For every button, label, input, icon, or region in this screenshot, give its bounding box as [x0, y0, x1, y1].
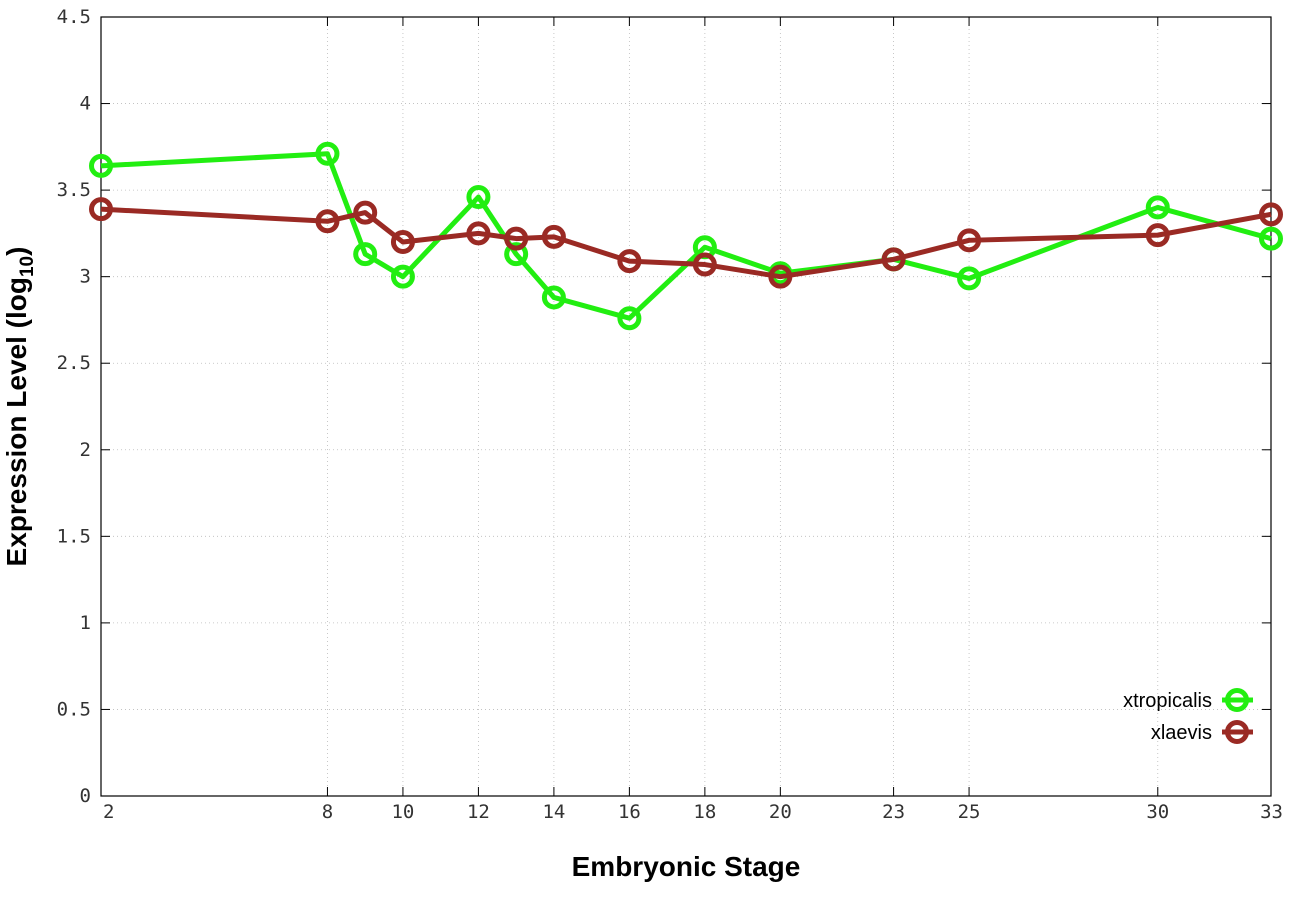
y-axis-title-main: Expression Level (log — [1, 277, 32, 566]
x-tick-label: 2 — [103, 801, 114, 823]
data-point — [1259, 202, 1283, 227]
data-point — [466, 221, 491, 246]
y-tick-label: 3.5 — [57, 179, 91, 201]
data-point — [541, 285, 566, 310]
data-point — [466, 185, 491, 210]
axis-ticks — [100, 16, 1272, 797]
x-tick-label: 14 — [542, 801, 565, 823]
y-axis-title-subscript: 10 — [17, 256, 38, 277]
data-point — [768, 264, 793, 289]
y-tick-label: 0.5 — [57, 698, 91, 720]
grid-lines — [101, 17, 1271, 796]
y-tick-label: 2 — [80, 439, 91, 461]
x-tick-label: 33 — [1260, 801, 1283, 823]
plot-frame — [100, 16, 1272, 797]
data-point — [957, 228, 982, 253]
legend: xtropicalis xlaevis — [1123, 688, 1253, 744]
series-group — [89, 141, 1283, 331]
data-point — [957, 266, 982, 291]
series-xlaevis — [89, 197, 1283, 289]
data-point — [617, 306, 642, 331]
y-tick-label: 0 — [80, 785, 91, 807]
data-point — [881, 247, 906, 272]
data-point — [315, 141, 340, 166]
x-tick-label: 8 — [322, 801, 333, 823]
legend-label: xtropicalis — [1123, 690, 1212, 712]
x-axis-title: Embryonic Stage — [572, 851, 801, 882]
y-tick-label: 4.5 — [57, 6, 91, 28]
y-tick-labels: 0 0.5 1 1.5 2 2.5 3 3.5 4 4.5 — [57, 6, 91, 807]
data-point — [1145, 195, 1170, 220]
y-tick-label: 1 — [80, 612, 91, 634]
x-tick-label: 18 — [693, 801, 716, 823]
x-tick-labels: 2 8 10 12 14 16 18 20 23 25 30 33 — [103, 801, 1283, 823]
data-point — [504, 226, 529, 251]
x-tick-label: 25 — [958, 801, 981, 823]
y-tick-label: 4 — [80, 93, 91, 115]
data-point — [1145, 223, 1170, 248]
data-point — [390, 230, 415, 255]
y-axis-title-close: ) — [1, 247, 32, 256]
data-point — [89, 153, 113, 178]
data-point — [1259, 226, 1283, 251]
data-point — [541, 224, 566, 249]
legend-item-xlaevis: xlaevis — [1151, 720, 1253, 744]
y-tick-label: 3 — [80, 266, 91, 288]
legend-item-xtropicalis: xtropicalis — [1123, 688, 1253, 712]
data-point — [504, 242, 529, 267]
y-tick-label: 2.5 — [57, 352, 91, 374]
data-point — [390, 264, 415, 289]
data-point — [315, 209, 340, 234]
data-point — [692, 252, 717, 277]
data-point — [89, 197, 113, 222]
legend-marker-swatch — [1225, 688, 1249, 712]
data-point — [617, 249, 642, 274]
x-tick-label: 20 — [769, 801, 792, 823]
y-tick-label: 1.5 — [57, 525, 91, 547]
x-tick-label: 16 — [618, 801, 641, 823]
x-tick-label: 12 — [467, 801, 490, 823]
x-tick-label: 10 — [391, 801, 414, 823]
x-tick-label: 23 — [882, 801, 905, 823]
data-point — [353, 242, 378, 267]
legend-marker-swatch — [1225, 720, 1249, 744]
legend-label: xlaevis — [1151, 722, 1212, 744]
y-axis-title: Expression Level (log10) — [1, 247, 38, 567]
x-tick-label: 30 — [1146, 801, 1169, 823]
data-point — [353, 200, 378, 225]
